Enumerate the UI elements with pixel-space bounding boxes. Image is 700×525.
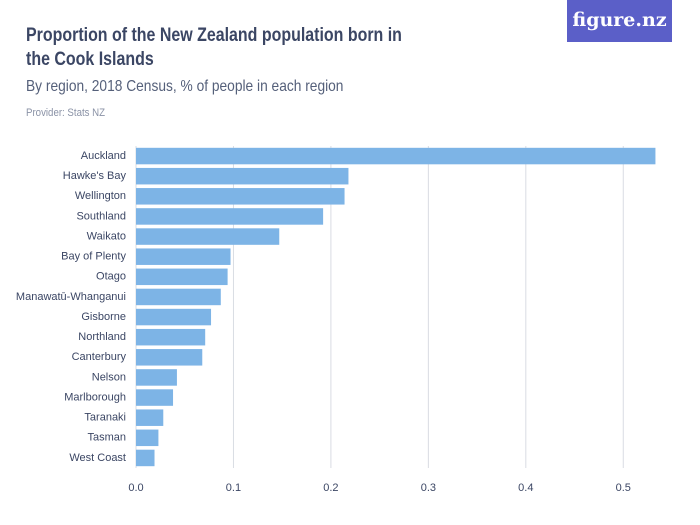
y-tick-label: Marlborough: [64, 391, 126, 403]
bar: [136, 228, 280, 245]
y-tick-label: Northland: [78, 331, 126, 343]
logo[interactable]: figure.nz: [567, 0, 672, 42]
bar: [136, 188, 345, 205]
y-tick-label: Waikato: [87, 230, 126, 242]
provider: Provider: Stats NZ: [26, 107, 106, 119]
y-tick-label: Otago: [96, 271, 126, 283]
bar: [136, 328, 206, 346]
y-tick-label: Nelson: [92, 371, 126, 383]
bar: [136, 167, 349, 185]
y-tick-label: West Coast: [69, 452, 126, 464]
bar: [136, 288, 221, 306]
y-tick-label: Canterbury: [72, 351, 127, 363]
bar: [136, 308, 212, 326]
bar: [136, 147, 656, 165]
bar: [136, 389, 174, 406]
y-tick-label: Southland: [76, 210, 126, 222]
y-tick-label: Auckland: [81, 150, 126, 162]
y-tick-label: Taranaki: [84, 412, 126, 424]
x-tick-label: 0.0: [128, 482, 143, 494]
bar: [136, 208, 324, 225]
y-tick-label: Manawatū-Whanganui: [16, 291, 126, 303]
bar: [136, 369, 177, 386]
bar: [136, 409, 164, 426]
y-tick-label: Tasman: [87, 432, 126, 444]
bar: [136, 449, 155, 467]
y-tick-label: Bay of Plenty: [61, 251, 126, 263]
bar: [136, 248, 231, 265]
bar: [136, 349, 203, 366]
y-tick-label: Wellington: [75, 190, 126, 202]
bar: [136, 268, 228, 286]
x-tick-label: 0.2: [323, 482, 338, 494]
chart-title: Proportion of the New Zealand population…: [26, 25, 402, 70]
bar: [136, 429, 159, 447]
x-tick-label: 0.3: [421, 482, 436, 494]
x-tick-label: 0.5: [616, 482, 631, 494]
y-tick-label: Gisborne: [81, 311, 126, 323]
x-tick-label: 0.1: [226, 482, 241, 494]
x-tick-label: 0.4: [518, 482, 533, 494]
y-tick-label: Hawke's Bay: [63, 170, 127, 182]
chart-subtitle: By region, 2018 Census, % of people in e…: [26, 78, 344, 95]
